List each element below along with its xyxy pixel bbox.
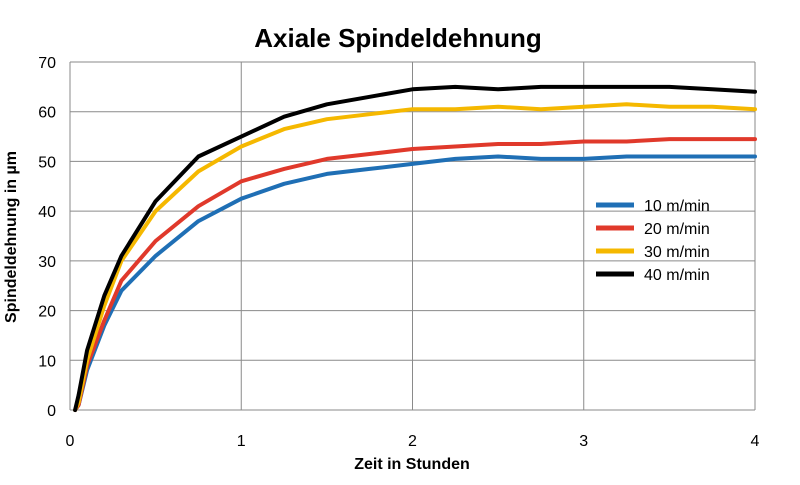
legend-label: 10 m/min [644, 198, 710, 215]
tick-labels: 0 10 20 30 40 50 60 70 0 1 2 3 4 [38, 55, 759, 450]
grid [69, 61, 756, 411]
legend-label: 40 m/min [644, 267, 710, 284]
legend: 10 m/min 20 m/min 30 m/min 40 m/min [596, 198, 710, 284]
y-tick-label: 20 [38, 304, 56, 321]
chart-title: Axiale Spindeldehnung [254, 23, 541, 53]
y-tick-label: 70 [38, 55, 56, 72]
y-tick-label: 0 [47, 403, 56, 420]
series-line-3 [73, 84, 757, 412]
y-tick-label: 40 [38, 204, 56, 221]
y-tick-label: 60 [38, 105, 56, 122]
y-tick-label: 10 [38, 353, 56, 370]
x-tick-label: 0 [66, 433, 75, 450]
series-line-1 [73, 137, 757, 412]
series-line-2 [73, 102, 757, 412]
y-axis-label: Spindeldehnung in µm [3, 151, 20, 323]
y-tick-label: 50 [38, 154, 56, 171]
x-tick-label: 1 [237, 433, 246, 450]
legend-label: 30 m/min [644, 244, 710, 261]
x-tick-label: 2 [408, 433, 417, 450]
x-tick-label: 3 [579, 433, 588, 450]
series-lines [73, 84, 757, 412]
x-axis-label: Zeit in Stunden [354, 456, 470, 473]
y-tick-label: 30 [38, 254, 56, 271]
series-line-0 [73, 154, 757, 412]
x-tick-label: 4 [751, 433, 760, 450]
legend-label: 20 m/min [644, 221, 710, 238]
